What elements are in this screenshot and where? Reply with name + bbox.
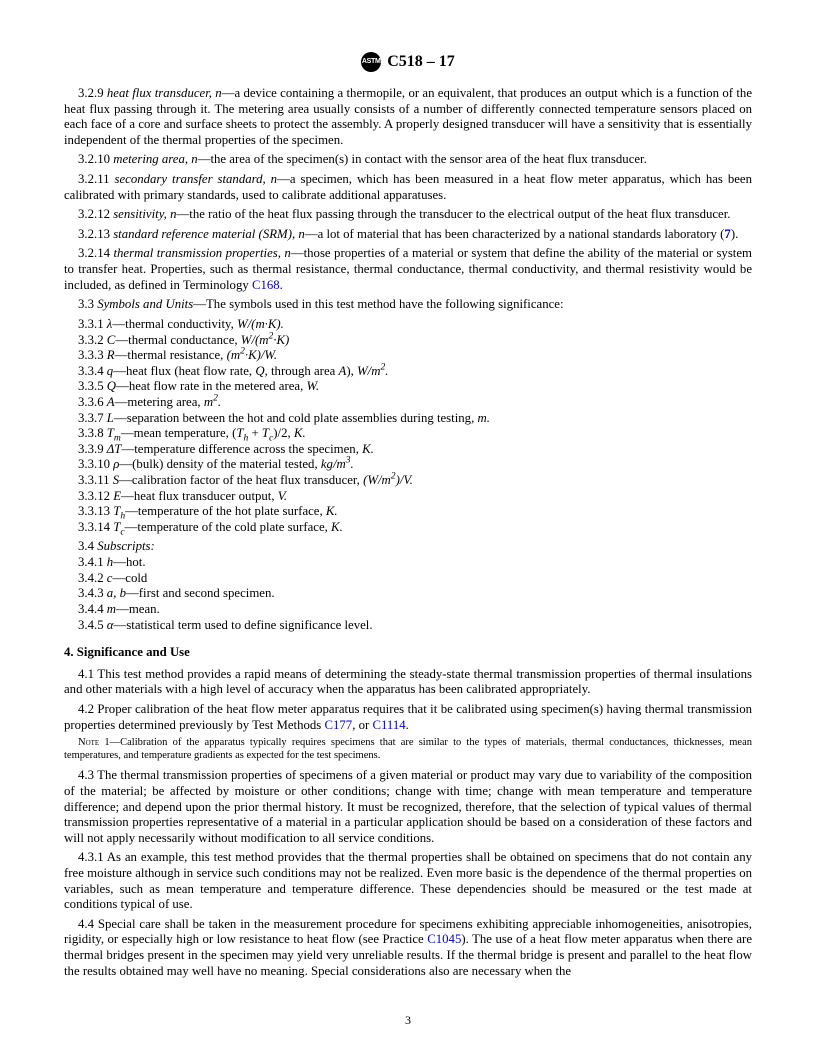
s34-head: 3.4 Subscripts:: [64, 539, 752, 555]
p-4-3-1: 4.3.1 As an example, this test method pr…: [64, 850, 752, 912]
symbol-item: 3.3.9 ΔT—temperature difference across t…: [64, 442, 752, 458]
page: ASTM C518 – 17 3.2.9 heat flux transduce…: [0, 0, 816, 1056]
def-3214: 3.2.14 thermal transmission properties, …: [64, 246, 752, 293]
c177-link[interactable]: C177: [324, 718, 352, 732]
astm-logo: ASTM: [361, 52, 381, 72]
c1114-link[interactable]: C1114: [372, 718, 405, 732]
symbol-item: 3.3.10 ρ—(bulk) density of the material …: [64, 457, 752, 473]
symbol-item: 3.3.13 Th—temperature of the hot plate s…: [64, 504, 752, 520]
symbol-item: 3.3.4 q—heat flux (heat flow rate, Q, th…: [64, 364, 752, 380]
page-number: 3: [0, 1013, 816, 1028]
c1045-link[interactable]: C1045: [427, 932, 461, 946]
symbol-item: 3.3.8 Tm—mean temperature, (Th + Tc)/2, …: [64, 426, 752, 442]
subscript-item: 3.4.3 a, b—first and second specimen.: [64, 586, 752, 602]
p-4-3: 4.3 The thermal transmission properties …: [64, 768, 752, 846]
symbol-item: 3.3.3 R—thermal resistance, (m2·K)/W.: [64, 348, 752, 364]
c168-link[interactable]: C168: [252, 278, 280, 292]
subscripts-list: 3.4.1 h—hot.3.4.2 c—cold3.4.3 a, b—first…: [64, 555, 752, 633]
def-3212: 3.2.12 sensitivity, n—the ratio of the h…: [64, 207, 752, 223]
symbols-list: 3.3.1 λ—thermal conductivity, W/(m·K).3.…: [64, 317, 752, 536]
p-4-2: 4.2 Proper calibration of the heat flow …: [64, 702, 752, 733]
subscript-item: 3.4.5 α—statistical term used to define …: [64, 618, 752, 634]
def-329: 3.2.9 heat flux transducer, n—a device c…: [64, 86, 752, 148]
def-3211: 3.2.11 secondary transfer standard, n—a …: [64, 172, 752, 203]
s33-intro: 3.3 Symbols and Units—The symbols used i…: [64, 297, 752, 313]
body-content: 3.2.9 heat flux transducer, n—a device c…: [64, 86, 752, 979]
symbol-item: 3.3.11 S—calibration factor of the heat …: [64, 473, 752, 489]
section-4-heading: 4. Significance and Use: [64, 645, 752, 661]
symbol-item: 3.3.6 A—metering area, m2.: [64, 395, 752, 411]
page-header: ASTM C518 – 17: [64, 52, 752, 72]
symbol-item: 3.3.1 λ—thermal conductivity, W/(m·K).: [64, 317, 752, 333]
symbol-item: 3.3.14 Tc—temperature of the cold plate …: [64, 520, 752, 536]
subscript-item: 3.4.2 c—cold: [64, 571, 752, 587]
note-1: Note 1—Calibration of the apparatus typi…: [64, 737, 752, 762]
def-3213: 3.2.13 standard reference material (SRM)…: [64, 227, 752, 243]
p-4-4: 4.4 Special care shall be taken in the m…: [64, 917, 752, 979]
symbol-item: 3.3.5 Q—heat flow rate in the metered ar…: [64, 379, 752, 395]
symbol-item: 3.3.12 E—heat flux transducer output, V.: [64, 489, 752, 505]
p-4-1: 4.1 This test method provides a rapid me…: [64, 667, 752, 698]
subscript-item: 3.4.1 h—hot.: [64, 555, 752, 571]
designation-label: C518 – 17: [387, 53, 455, 71]
symbol-item: 3.3.7 L—separation between the hot and c…: [64, 411, 752, 427]
subscript-item: 3.4.4 m—mean.: [64, 602, 752, 618]
def-3210: 3.2.10 metering area, n—the area of the …: [64, 152, 752, 168]
symbol-item: 3.3.2 C—thermal conductance, W/(m2·K): [64, 333, 752, 349]
